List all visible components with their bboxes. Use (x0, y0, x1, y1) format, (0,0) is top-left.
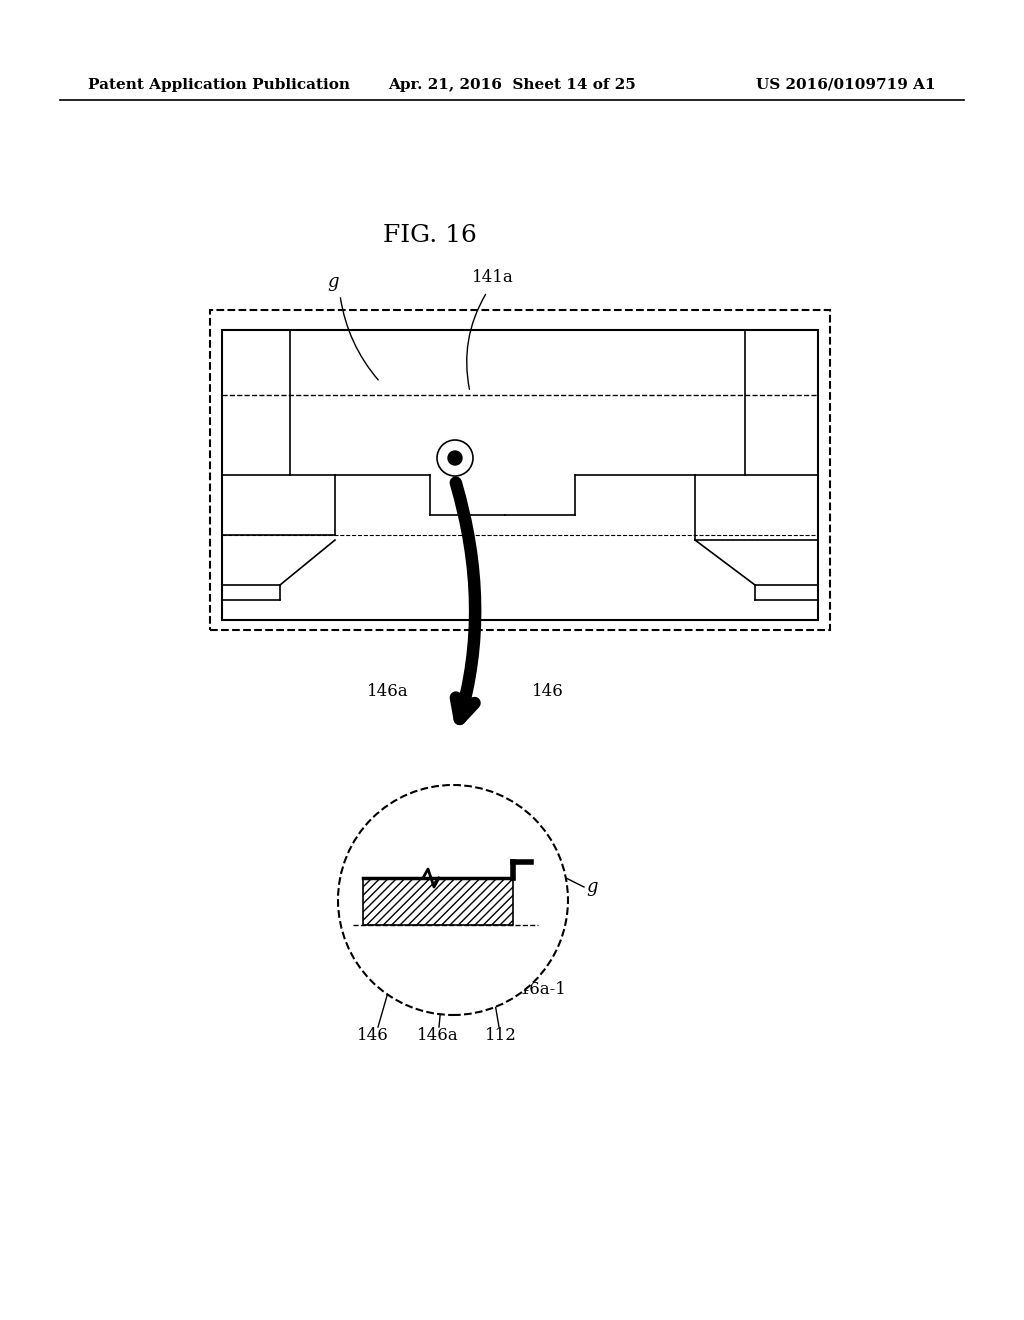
Bar (210, 310, 830, 630)
Text: 146: 146 (357, 1027, 389, 1044)
Text: g: g (328, 273, 339, 290)
Text: FIG. 16: FIG. 16 (383, 223, 477, 247)
Text: 146a-1: 146a-1 (509, 982, 567, 998)
Text: 146: 146 (532, 684, 564, 701)
Circle shape (437, 440, 473, 477)
Text: 146a: 146a (368, 684, 409, 701)
Bar (362, 878, 513, 925)
Text: Apr. 21, 2016  Sheet 14 of 25: Apr. 21, 2016 Sheet 14 of 25 (388, 78, 636, 92)
Circle shape (338, 785, 568, 1015)
Circle shape (449, 451, 462, 465)
Text: US 2016/0109719 A1: US 2016/0109719 A1 (757, 78, 936, 92)
Text: 112: 112 (485, 1027, 517, 1044)
Text: 141a: 141a (472, 269, 514, 286)
FancyArrowPatch shape (456, 483, 475, 719)
Text: 146a: 146a (417, 1027, 459, 1044)
Bar (222, 330, 818, 620)
Text: Patent Application Publication: Patent Application Publication (88, 78, 350, 92)
Text: g: g (586, 878, 597, 896)
